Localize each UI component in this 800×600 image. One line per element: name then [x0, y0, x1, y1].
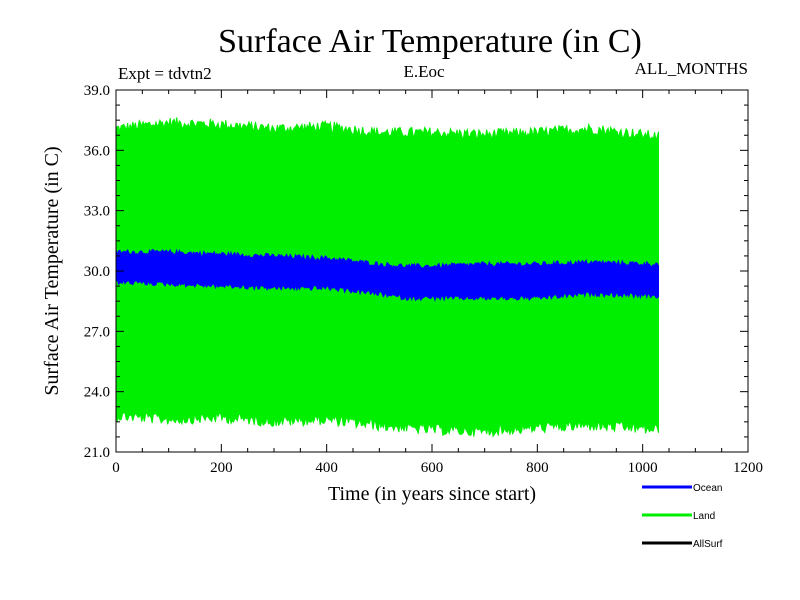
y-tick-label: 39.0 — [84, 83, 110, 99]
y-tick-label: 30.0 — [84, 264, 110, 280]
y-tick-label: 24.0 — [84, 385, 110, 401]
x-tick-label: 800 — [526, 460, 549, 476]
y-tick-label: 21.0 — [84, 445, 110, 461]
axis-ticks: 0 200 400 600 800 1000 1200 21.0 24.0 27.0 30.0 33.… — [84, 83, 763, 476]
legend-label-ocean: Ocean — [693, 483, 722, 494]
plot-data-layer — [115, 117, 659, 438]
x-tick-label: 600 — [421, 460, 444, 476]
legend-label-land: Land — [693, 511, 715, 522]
y-axis-label: Surface Air Temperature (in C) — [41, 146, 63, 395]
run-label: E.Eoc — [403, 62, 445, 81]
y-tick-label: 36.0 — [84, 143, 110, 159]
y-tick-label: 33.0 — [84, 204, 110, 220]
expt-label: Expt = tdvtn2 — [118, 64, 212, 83]
legend: Ocean Land AllSurf — [642, 483, 723, 550]
x-axis-label: Time (in years since start) — [328, 483, 536, 505]
months-label: ALL_MONTHS — [635, 59, 748, 78]
y-tick-label: 27.0 — [84, 324, 110, 340]
x-tick-label: 0 — [112, 460, 120, 476]
series-ocean-band — [115, 248, 659, 302]
x-tick-label: 400 — [315, 460, 338, 476]
x-tick-label: 200 — [210, 460, 233, 476]
legend-label-allsurf: AllSurf — [693, 539, 723, 550]
x-tick-label: 1000 — [628, 460, 658, 476]
chart-title: Surface Air Temperature (in C) — [218, 23, 642, 60]
x-tick-label: 1200 — [733, 460, 763, 476]
